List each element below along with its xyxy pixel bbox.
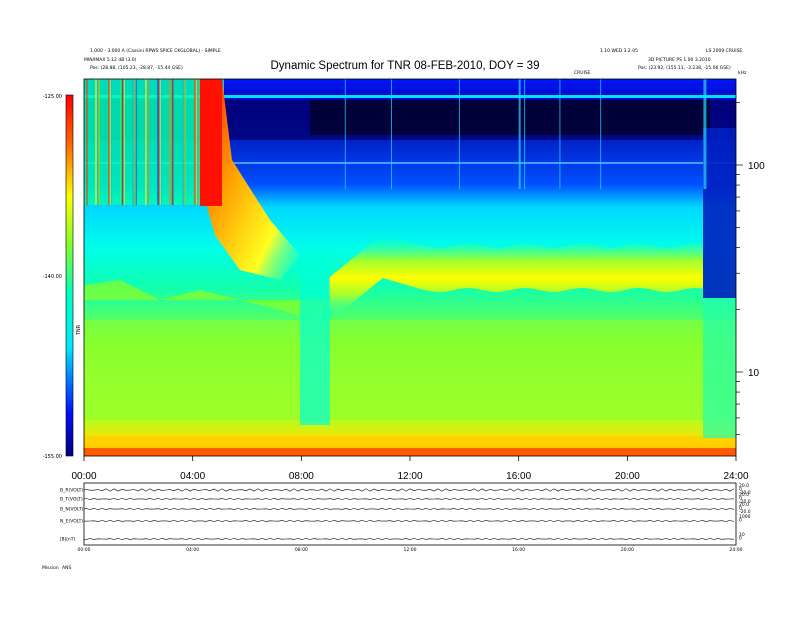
panel-right-value: 10 bbox=[739, 532, 745, 538]
panel-right-value: 0 bbox=[739, 518, 742, 524]
panel-x-tick: 24:00 bbox=[730, 547, 743, 553]
streak bbox=[458, 79, 460, 189]
colorbar-tick-top: -125.00 bbox=[43, 94, 62, 100]
panel-trace bbox=[83, 508, 735, 510]
streak bbox=[600, 79, 602, 189]
header-right-line-3: Pos: (23.92, (155.11, -3.238, -15.06 GSE… bbox=[638, 65, 731, 71]
panel-right-value: -20.0 bbox=[739, 499, 751, 505]
noise-stripe bbox=[182, 79, 184, 205]
header-right-code: LS 2009 CRUISE bbox=[706, 48, 742, 54]
noise-stripe bbox=[108, 79, 110, 205]
header-center-small: CRUISE bbox=[574, 70, 591, 76]
footer-label-a: Mission bbox=[42, 565, 59, 571]
bottom-stripe-red bbox=[84, 448, 736, 456]
colorbar-tick-bottom: -155.00 bbox=[43, 454, 62, 460]
x-tick-label: 12:00 bbox=[397, 471, 422, 482]
panel-label: |B|(nT) bbox=[60, 537, 75, 543]
noise-stripe bbox=[95, 79, 97, 205]
panel-x-tick: 08:00 bbox=[295, 547, 308, 553]
colorbar-label: TNR bbox=[76, 324, 82, 336]
streak bbox=[390, 79, 392, 189]
spectrogram bbox=[84, 79, 736, 456]
x-tick-label: 08:00 bbox=[289, 471, 314, 482]
noise-stripe bbox=[145, 79, 147, 205]
cyan-gap bbox=[300, 250, 330, 425]
streak bbox=[518, 79, 521, 189]
right-end-green bbox=[703, 298, 736, 438]
panel-right-value: -20.0 bbox=[739, 490, 751, 496]
panel-trace bbox=[83, 520, 735, 522]
x-tick-label: 20:00 bbox=[615, 471, 640, 482]
panel-right-value: 0 bbox=[739, 506, 742, 512]
x-tick-label: 16:00 bbox=[506, 471, 531, 482]
y-axis-unit: kHz bbox=[738, 70, 747, 76]
right-end-blue bbox=[703, 128, 736, 298]
header-right-line-2: 3D PICTURE PS 1.00 3.2010 bbox=[648, 57, 711, 63]
panel-right-value: -20.0 bbox=[739, 509, 751, 515]
panel-right-value: 20.0 bbox=[739, 492, 749, 498]
lower-panels: B_R(VOLT)20.00-20.0B_T(VOLT)20.00-20.0B_… bbox=[60, 482, 751, 553]
noise-stripe bbox=[120, 79, 122, 205]
x-tick-label: 24:00 bbox=[723, 471, 748, 482]
header-left-line-3: Pos: (28.88, (105.23, -28.87, -15.44 GSE… bbox=[90, 65, 183, 71]
panel-x-tick: 12:00 bbox=[404, 547, 417, 553]
header-right: 1.10 WED 3.2.05 LS 2009 CRUISE 3D PICTUR… bbox=[600, 48, 742, 71]
cyan-line-2 bbox=[84, 162, 736, 164]
red-burst bbox=[200, 79, 300, 280]
low-band-early bbox=[84, 280, 330, 322]
header-left-line-1: 1.000 - 3.000 A (Cassini RPWS SPICE CKGL… bbox=[90, 48, 221, 54]
panel-x-tick: 04:00 bbox=[186, 547, 199, 553]
noise-stripe bbox=[169, 79, 171, 205]
panel-right-value: 0 bbox=[739, 487, 742, 493]
panels-frame bbox=[83, 482, 737, 546]
y-tick-10: 10 bbox=[748, 368, 760, 379]
panel-label: B_R(VOLT) bbox=[60, 488, 83, 494]
footer-label-b: ANS bbox=[62, 565, 71, 571]
black-band-upper bbox=[310, 100, 710, 135]
x-tick-label: 00:00 bbox=[71, 471, 96, 482]
panel-right-value: 1000 bbox=[739, 514, 751, 520]
panel-x-tick: 16:00 bbox=[512, 547, 525, 553]
panel-trace bbox=[83, 488, 735, 492]
cyan-line-1 bbox=[84, 95, 736, 98]
header-right-line-1: 1.10 WED 3.2.05 bbox=[600, 48, 638, 54]
emission-band bbox=[328, 234, 704, 322]
x-axis: 00:00 04:00 08:00 12:00 16:00 20:00 24:00 bbox=[71, 456, 749, 482]
vertical-streaks bbox=[344, 79, 707, 189]
panel-right-value: 0 bbox=[739, 496, 742, 502]
header-left: 1.000 - 3.000 A (Cassini RPWS SPICE CKGL… bbox=[84, 48, 221, 71]
panel-right-value: 20.0 bbox=[739, 502, 749, 508]
streak bbox=[344, 79, 346, 189]
right-y-axis: 100 10 kHz bbox=[738, 70, 765, 379]
lower-field bbox=[84, 320, 736, 420]
red-burst-core bbox=[200, 79, 222, 206]
streak bbox=[703, 79, 707, 189]
x-tick-label: 04:00 bbox=[180, 471, 205, 482]
noise-stripe bbox=[132, 79, 134, 205]
panel-label: N_E(VOLT) bbox=[60, 519, 83, 525]
y-tick-100: 100 bbox=[748, 161, 765, 172]
panel-trace bbox=[83, 538, 735, 540]
header-left-line-2: MIN/IMAX 5.12 dB (3.0) bbox=[84, 57, 137, 63]
panel-label: B_N(VOLT) bbox=[60, 507, 84, 513]
colorbar-tick-mid: -140.00 bbox=[43, 274, 62, 280]
noise-stripe bbox=[157, 79, 159, 205]
panel-x-tick: 00:00 bbox=[78, 547, 91, 553]
streak bbox=[524, 79, 526, 189]
streak bbox=[559, 79, 561, 189]
chart-title: Dynamic Spectrum for TNR 08-FEB-2010, DO… bbox=[271, 60, 540, 72]
panel-x-tick: 20:00 bbox=[621, 547, 634, 553]
noise-stripe bbox=[86, 79, 88, 205]
noise-stripe bbox=[194, 79, 196, 205]
right-y-ticks bbox=[736, 102, 743, 435]
panel-trace bbox=[83, 498, 735, 500]
panel-label: B_T(VOLT) bbox=[60, 497, 83, 503]
panel-right-value: 20.0 bbox=[739, 483, 749, 489]
panel-right-value: 0 bbox=[739, 536, 742, 542]
colorbar bbox=[65, 94, 74, 457]
